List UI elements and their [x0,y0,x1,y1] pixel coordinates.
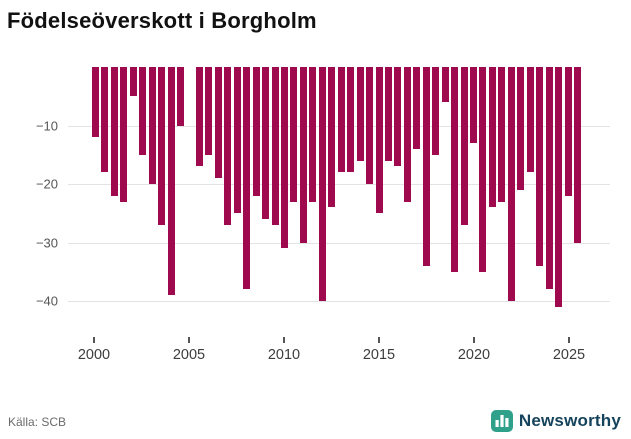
bar-2020h1 [470,67,477,144]
bar-2002h1 [129,67,137,97]
bar-2014h2 [366,67,374,184]
x-tick-label: 2010 [267,347,301,363]
y-tick-label: −20 [35,176,58,192]
bar-chart-logo-icon [490,410,513,432]
bar-2000h1 [92,67,99,138]
x-tick-label: 2005 [172,347,206,363]
x-tick [93,337,95,343]
bar-2021h2 [498,67,506,202]
bar-2010h2 [290,67,298,202]
y-tick-label: −10 [35,118,58,133]
bar-2003h2 [158,67,166,225]
bar-2020h2 [479,67,487,272]
gridline [68,301,610,302]
newsworthy-wordmark: Newsworthy [518,411,621,430]
bar-2016h2 [403,67,411,202]
bar-2002h2 [139,67,147,155]
bar-2008h2 [252,67,260,196]
bar-2001h2 [120,67,128,202]
x-tick [188,337,190,343]
bar-2008h1 [243,67,251,290]
bar-2015h2 [384,67,392,161]
bar-2005h2 [195,67,203,167]
source-note: Källa: SCB [8,415,67,429]
bar-2017h2 [422,67,430,266]
gridline [68,184,610,185]
gridline [68,242,610,244]
y-tick-label: −30 [35,235,58,250]
x-tick [283,337,285,343]
bar-2010h1 [281,67,288,249]
bar-2019h1 [451,67,459,272]
bar-2000h2 [101,67,109,173]
bar-2018h1 [432,67,440,155]
x-tick-label: 2015 [362,347,396,363]
bar-2006h1 [205,67,213,155]
bar-2007h1 [224,67,232,225]
x-axis-ticks [68,337,610,343]
bar-2001h1 [110,67,118,196]
x-tick-label: 2000 [77,347,111,363]
x-tick [378,337,380,343]
x-tick-label: 2025 [552,347,586,363]
bar-2023h2 [536,67,544,266]
bar-2013h2 [347,67,355,173]
bar-2013h1 [337,67,345,173]
bar-2006h2 [214,67,222,179]
bar-2015h1 [375,67,383,214]
plot-area [68,63,610,323]
bar-2009h2 [271,67,279,225]
bar-2012h2 [328,67,336,208]
y-axis: −10 −20 −30 −40 [0,63,58,323]
bar-2024h2 [555,67,563,307]
bar-2012h1 [318,67,326,301]
x-axis-labels: 2000 2005 2010 2015 2020 2025 [68,347,610,367]
bar-2025h2 [573,67,581,243]
bar-2022h2 [517,67,525,190]
bar-2025h1 [564,67,572,196]
bar-2014h1 [356,67,364,161]
bar-2004h2 [177,67,185,126]
y-tick-label: −40 [35,293,58,309]
bar-2007h2 [233,67,241,214]
bar-2021h1 [488,67,496,208]
x-tick-label: 2020 [457,347,491,363]
bar-2018h2 [441,67,449,103]
bar-2016h1 [394,67,402,167]
bar-2003h1 [148,67,156,184]
newsworthy-logo: Newsworthy [490,410,621,432]
bar-2024h1 [545,67,553,290]
bar-2011h2 [309,67,317,202]
x-tick [473,337,475,343]
chart-title: Födelseöverskott i Borgholm [7,8,317,33]
bar-2009h1 [262,67,270,220]
bar-2023h1 [526,67,534,173]
bar-2019h2 [460,67,468,225]
bar-2017h1 [413,67,421,149]
bar-2011h1 [299,67,307,243]
bar-2004h1 [167,67,175,296]
x-tick [568,337,570,343]
bar-2022h1 [507,67,515,301]
